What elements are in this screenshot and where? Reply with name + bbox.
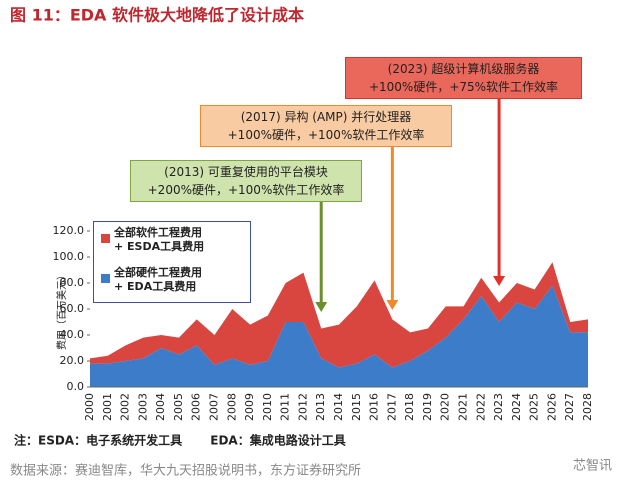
x-tick-label: 2026 [545,393,558,421]
x-tick-label: 2027 [563,393,576,421]
x-tick-label: 2001 [101,393,114,421]
annotation-arrowhead [493,276,506,286]
source: 数据来源：赛迪智库，华大九天招股说明书，东方证券研究所 [10,463,361,479]
x-tick-label: 2025 [528,393,541,421]
x-tick-label: 2005 [172,393,185,421]
x-tick-label: 2028 [581,393,594,421]
legend-swatch [101,234,110,243]
x-tick-label: 2012 [296,393,309,421]
x-tick-label: 2024 [510,393,523,421]
annotation: (2017) 异构 (AMP) 并行处理器 +100%硬件，+100%软件工作效… [200,105,452,147]
y-tick-label: 40.0 [60,328,85,341]
legend-box [93,221,251,303]
annotation-arrowhead [315,302,328,312]
x-tick-label: 2022 [474,393,487,421]
y-tick-label: 80.0 [60,276,85,289]
x-tick-label: 2019 [421,393,434,421]
x-tick-label: 2006 [190,393,203,421]
x-tick-label: 2000 [83,393,96,421]
area [90,285,588,387]
x-tick-label: 2007 [208,393,221,421]
x-tick-label: 2016 [368,393,381,421]
annotation: (2013) 可重复使用的平台模块 +200%硬件，+100%软件工作效率 [130,160,362,202]
chart-title: 图 11：EDA 软件极大地降低了设计成本 [10,6,304,25]
x-tick-label: 2020 [439,393,452,421]
x-tick-label: 2023 [492,393,505,421]
legend-label: 全部软件工程费用 + ESDA工具费用 [114,226,205,253]
x-tick-label: 2018 [403,393,416,421]
x-tick-label: 2011 [279,393,292,421]
note: 注：ESDA：电子系统开发工具 EDA：集成电路设计工具 [14,433,346,448]
x-tick-label: 2021 [457,393,470,421]
x-tick-label: 2014 [332,393,345,421]
y-tick-label: 60.0 [60,302,85,315]
annotation: (2023) 超级计算机级服务器 +100%硬件，+75%软件工作效率 [345,57,582,99]
y-tick-label: 20.0 [60,354,85,367]
watermark: 芯智讯 [573,459,612,474]
y-tick-label: 100.0 [53,250,85,263]
x-tick-label: 2003 [136,393,149,421]
x-tick-label: 2009 [243,393,256,421]
x-tick-label: 2008 [225,393,238,421]
area [90,262,588,368]
legend-swatch [101,274,110,283]
x-tick-label: 2002 [119,393,132,421]
x-tick-label: 2004 [154,393,167,421]
legend-label: 全部硬件工程费用 + EDA工具费用 [114,266,202,293]
x-tick-label: 2015 [350,393,363,421]
x-tick-label: 2013 [314,393,327,421]
y-tick-label: 0.0 [67,380,85,393]
annotation-arrowhead [386,300,399,310]
y-tick-label: 120.0 [53,224,85,237]
x-tick-label: 2017 [385,393,398,421]
x-tick-label: 2010 [261,393,274,421]
y-axis-label: 费用（百万美元） [55,270,68,350]
